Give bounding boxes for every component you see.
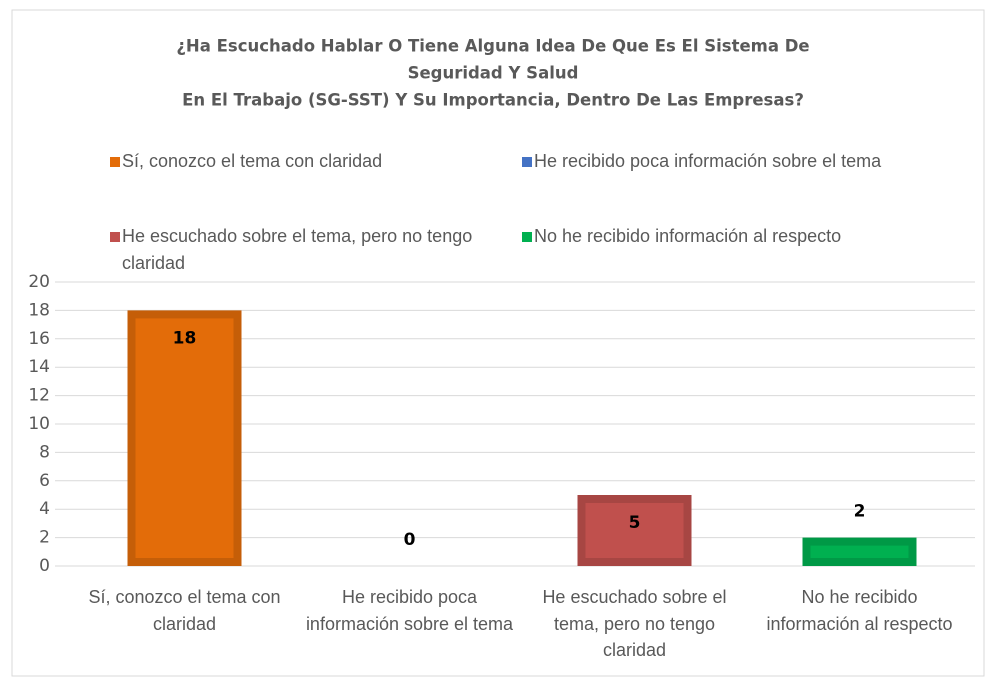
chart-title: Seguridad Y Salud [408, 64, 579, 83]
x-tick-label: He escuchado sobre el tema, pero no teng… [542, 587, 727, 660]
x-tick-label: Sí, conozco el tema con claridad [88, 587, 281, 634]
bar [127, 310, 242, 566]
legend-swatch [110, 232, 120, 242]
chart-title: ¿Ha Escuchado Hablar O Tiene Alguna Idea… [176, 37, 809, 56]
bar [802, 537, 917, 566]
x-tick-label: He recibido poca información sobre el te… [305, 587, 514, 634]
y-tick-label: 12 [28, 386, 50, 406]
data-label: 18 [173, 328, 197, 348]
y-tick-label: 10 [28, 414, 50, 434]
y-tick-label: 18 [28, 300, 50, 320]
legend-label: He recibido poca información sobre el te… [534, 151, 882, 171]
y-tick-label: 6 [39, 471, 50, 491]
legend-swatch [522, 232, 532, 242]
legend-swatch [110, 157, 120, 167]
y-tick-label: 14 [28, 357, 50, 377]
data-label: 2 [854, 502, 866, 522]
y-tick-label: 20 [28, 272, 50, 292]
x-tick-label: No he recibido información al respecto [766, 587, 953, 634]
bar [577, 495, 692, 566]
y-tick-label: 2 [39, 528, 50, 548]
legend-label: No he recibido información al respecto [534, 226, 842, 246]
chart-title: En El Trabajo (SG-SST) Y Su Importancia,… [182, 91, 804, 110]
data-label: 0 [404, 530, 416, 550]
y-tick-label: 8 [39, 442, 50, 462]
y-tick-label: 4 [39, 499, 50, 519]
legend-swatch [522, 157, 532, 167]
legend-label: Sí, conozco el tema con claridad [122, 151, 383, 171]
y-tick-label: 0 [39, 556, 50, 576]
y-tick-label: 16 [28, 329, 50, 349]
legend-label: He escuchado sobre el tema, pero no teng… [122, 226, 473, 273]
data-label: 5 [629, 513, 641, 533]
